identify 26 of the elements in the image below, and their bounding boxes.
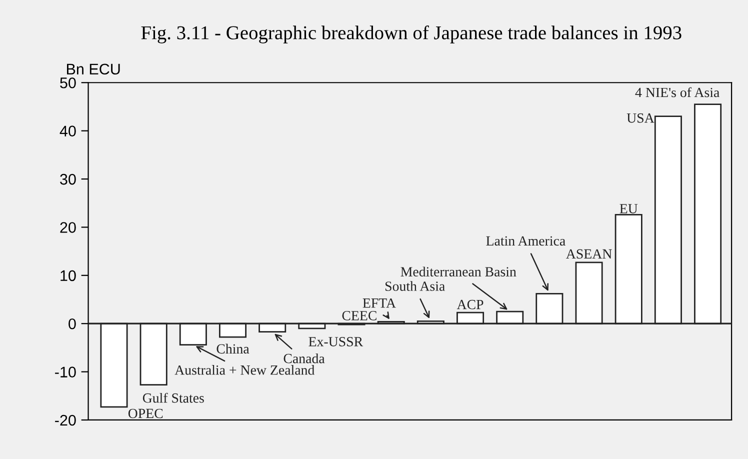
annotation: ASEAN	[566, 249, 612, 259]
annotation: South Asia	[385, 281, 445, 291]
annotation: Mediterranean Basin	[400, 266, 516, 276]
y-tick-label: 50	[60, 77, 76, 88]
y-tick-label: 30	[60, 174, 76, 185]
annotation: OPEC	[128, 408, 163, 418]
annotation: Canada	[284, 353, 325, 364]
chart-title: Fig. 3.11 - Geographic breakdown of Japanese trade balances in 1993	[141, 25, 682, 44]
y-tick-label: 20	[60, 222, 76, 233]
annotation: USA	[626, 113, 654, 123]
y-tick-label: 40	[60, 126, 76, 136]
annotation: EU	[620, 204, 638, 214]
y-tick-label: -10	[55, 366, 76, 378]
y-axis-title: Bn ECU	[67, 64, 120, 75]
annotation: EFTA	[362, 298, 396, 308]
annotation: Latin America	[486, 236, 566, 246]
annotation: 4 NIE's of Asia	[635, 87, 720, 98]
y-tick-label: 0	[68, 318, 76, 330]
annotation: China	[216, 344, 250, 354]
annotation: ACP	[456, 300, 484, 310]
annotation: Gulf States	[142, 392, 204, 403]
y-tick-label: 10	[60, 270, 76, 282]
annotation: Ex-USSR	[308, 337, 364, 346]
annotation: CEEC	[342, 310, 376, 320]
y-tick-label: -20	[55, 414, 76, 426]
annotation: Australia + New Zealand	[174, 365, 315, 375]
